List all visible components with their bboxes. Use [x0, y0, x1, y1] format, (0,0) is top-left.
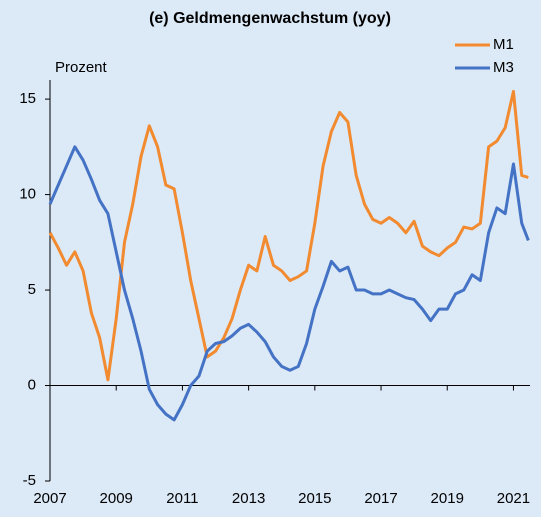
- chart-title: (e) Geldmengenwachstum (yoy): [149, 10, 391, 27]
- legend-label: M1: [493, 36, 514, 53]
- x-tick-label: 2009: [100, 490, 133, 507]
- x-tick-label: 2013: [232, 490, 265, 507]
- y-axis-label: Prozent: [55, 59, 108, 76]
- x-tick-label: 2015: [298, 490, 331, 507]
- y-tick-label: -5: [23, 472, 36, 489]
- series-line: [48, 89, 529, 382]
- y-tick-label: 10: [19, 186, 36, 203]
- y-tick-label: 15: [19, 90, 36, 107]
- x-tick-label: 2017: [364, 490, 397, 507]
- legend-label: M3: [493, 59, 514, 76]
- x-tick-label: 2011: [166, 490, 198, 507]
- series-line: [48, 145, 530, 422]
- x-tick-label: 2007: [33, 490, 66, 507]
- x-tick-label: 2021: [497, 490, 530, 507]
- y-tick-label: 0: [28, 376, 36, 393]
- y-tick-label: 5: [28, 281, 36, 298]
- x-tick-label: 2019: [431, 490, 464, 507]
